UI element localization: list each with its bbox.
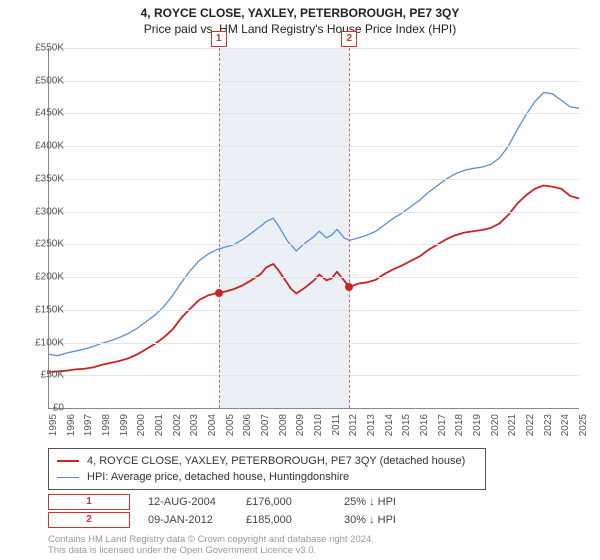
x-tick-label: 2000 [136, 414, 147, 436]
legend-label-hpi: HPI: Average price, detached house, Hunt… [87, 469, 349, 485]
footer-line1: Contains HM Land Registry data © Crown c… [48, 534, 374, 545]
x-tick-label: 2009 [295, 414, 306, 436]
series-property [49, 185, 579, 372]
sale-date-2: 09-JAN-2012 [148, 514, 228, 526]
x-tick-label: 2013 [366, 414, 377, 436]
title-main: 4, ROYCE CLOSE, YAXLEY, PETERBOROUGH, PE… [0, 6, 600, 20]
legend-box: 4, ROYCE CLOSE, YAXLEY, PETERBOROUGH, PE… [48, 448, 486, 490]
x-tick-label: 1999 [119, 414, 130, 436]
x-tick-label: 1997 [83, 414, 94, 436]
x-tick-label: 1996 [66, 414, 77, 436]
sale-row-1: 1 12-AUG-2004 £176,000 25% ↓ HPI [48, 494, 424, 510]
y-tick-label: £300K [22, 206, 64, 217]
y-tick-label: £150K [22, 304, 64, 315]
y-tick-label: £500K [22, 75, 64, 86]
y-tick-label: £50K [22, 370, 64, 381]
x-tick-label: 2002 [172, 414, 183, 436]
x-tick-label: 2015 [401, 414, 412, 436]
legend-swatch-hpi [57, 477, 79, 478]
sale-dot [345, 283, 353, 291]
sale-marker-1: 1 [48, 494, 130, 510]
footer-line2: This data is licensed under the Open Gov… [48, 545, 374, 556]
x-tick-label: 2001 [154, 414, 165, 436]
sales-table: 1 12-AUG-2004 £176,000 25% ↓ HPI 2 09-JA… [48, 494, 424, 530]
y-tick-label: £450K [22, 108, 64, 119]
x-tick-label: 2012 [348, 414, 359, 436]
x-tick-label: 2023 [543, 414, 554, 436]
legend-swatch-property [57, 460, 79, 462]
x-tick-label: 2019 [472, 414, 483, 436]
x-tick-label: 2020 [490, 414, 501, 436]
x-tick-label: 2003 [189, 414, 200, 436]
legend-row-hpi: HPI: Average price, detached house, Hunt… [57, 469, 477, 485]
y-tick-label: £200K [22, 272, 64, 283]
x-tick-label: 1995 [48, 414, 59, 436]
sale-price-2: £185,000 [246, 514, 326, 526]
x-tick-label: 1998 [101, 414, 112, 436]
chart-marker-box: 1 [211, 31, 227, 47]
y-tick-label: £0 [22, 403, 64, 414]
sale-price-1: £176,000 [246, 496, 326, 508]
x-tick-label: 2011 [331, 414, 342, 436]
x-tick-label: 2021 [507, 414, 518, 436]
footer-attribution: Contains HM Land Registry data © Crown c… [48, 534, 374, 556]
sale-date-1: 12-AUG-2004 [148, 496, 228, 508]
x-tick-label: 2004 [207, 414, 218, 436]
sale-row-2: 2 09-JAN-2012 £185,000 30% ↓ HPI [48, 512, 424, 528]
x-tick-label: 2006 [242, 414, 253, 436]
sale-delta-2: 30% ↓ HPI [344, 514, 424, 526]
x-tick-label: 2010 [313, 414, 324, 436]
y-tick-label: £550K [22, 43, 64, 54]
y-tick-label: £100K [22, 337, 64, 348]
x-tick-label: 2024 [560, 414, 571, 436]
sale-dot [215, 289, 223, 297]
y-tick-label: £250K [22, 239, 64, 250]
x-tick-label: 2022 [525, 414, 536, 436]
x-tick-label: 2016 [419, 414, 430, 436]
sale-marker-2: 2 [48, 512, 130, 528]
legend-label-property: 4, ROYCE CLOSE, YAXLEY, PETERBOROUGH, PE… [87, 453, 465, 469]
title-block: 4, ROYCE CLOSE, YAXLEY, PETERBOROUGH, PE… [0, 0, 600, 36]
x-tick-label: 2018 [454, 414, 465, 436]
legend-row-property: 4, ROYCE CLOSE, YAXLEY, PETERBOROUGH, PE… [57, 453, 477, 469]
chart-svg [49, 48, 579, 408]
x-tick-label: 2025 [578, 414, 589, 436]
y-tick-label: £400K [22, 141, 64, 152]
x-tick-label: 2017 [437, 414, 448, 436]
x-tick-label: 2014 [384, 414, 395, 436]
x-tick-label: 2007 [260, 414, 271, 436]
chart-area: 12 [48, 48, 579, 409]
x-tick-label: 2008 [278, 414, 289, 436]
x-tick-label: 2005 [225, 414, 236, 436]
sale-delta-1: 25% ↓ HPI [344, 496, 424, 508]
title-sub: Price paid vs. HM Land Registry's House … [0, 22, 600, 36]
y-tick-label: £350K [22, 173, 64, 184]
chart-marker-box: 2 [341, 31, 357, 47]
